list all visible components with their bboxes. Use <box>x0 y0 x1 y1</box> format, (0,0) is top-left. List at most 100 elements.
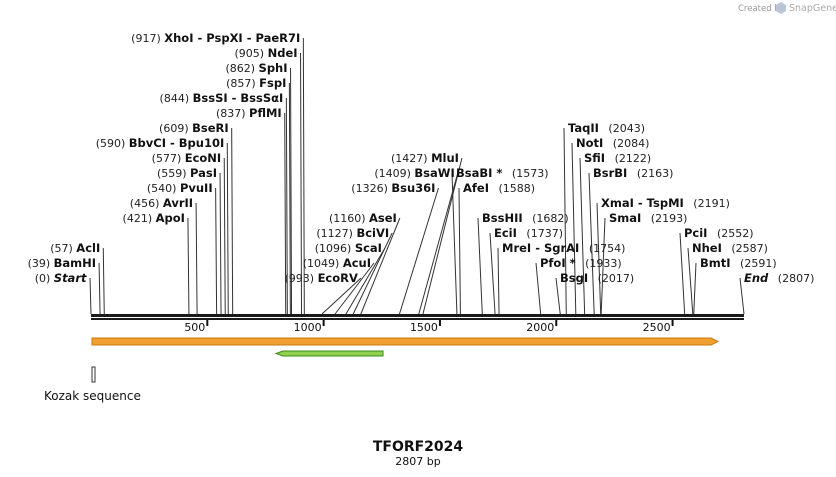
site-name: BmtI <box>700 256 731 270</box>
site-position: (2807) <box>774 272 814 285</box>
site-bsshii[interactable]: BssHII (1682) <box>482 211 569 225</box>
site-connector <box>215 187 218 315</box>
site-name: BssSI - BssSαI <box>193 91 284 105</box>
site-pcii[interactable]: PciI (2552) <box>684 226 754 240</box>
site-position: (577) <box>152 152 185 165</box>
site-name: XmaI - TspMI <box>601 196 684 210</box>
site-ecorv[interactable]: (993) EcoRV <box>284 271 358 285</box>
site-smai[interactable]: SmaI (2193) <box>609 211 687 225</box>
site-name: PfoI * <box>540 256 576 270</box>
site-name: PasI <box>190 166 217 180</box>
site-name: BsrBI <box>593 166 627 180</box>
site-name: MluI <box>431 151 459 165</box>
site-acli[interactable]: (57) AclI <box>50 241 100 255</box>
site-connector <box>497 247 500 315</box>
site-connector <box>300 52 303 315</box>
kozak-feature[interactable]: Kozak sequence <box>44 366 141 403</box>
site-start[interactable]: (0) Start <box>35 271 87 285</box>
site-connector <box>226 142 229 315</box>
site-position: (1588) <box>495 182 535 195</box>
site-ndei[interactable]: (905) NdeI <box>235 46 298 60</box>
site-name: ScaI <box>355 241 382 255</box>
tick-label: 1500 <box>410 321 438 334</box>
site-xhoi[interactable]: (917) XhoI - PspXI - PaeR7I <box>131 31 300 45</box>
site-name: NdeI <box>268 46 298 60</box>
kozak-marker[interactable] <box>91 366 96 383</box>
site-name: AcuI <box>343 256 371 270</box>
site-bbvci[interactable]: (590) BbvCI - Bpu10I <box>96 136 225 150</box>
site-connector <box>600 217 606 315</box>
primer-arrow[interactable] <box>274 350 384 357</box>
site-pvuii[interactable]: (540) PvuII <box>147 181 213 195</box>
site-apoi[interactable]: (421) ApoI <box>123 211 185 225</box>
site-pfoi[interactable]: PfoI * (1933) <box>540 256 622 270</box>
svg-text:(917) XhoI - PspXI - Pa: (917) XhoI - PspXI - PaeR7I <box>131 31 300 45</box>
site-bamhi[interactable]: (39) BamHI <box>28 256 97 270</box>
site-bsabi[interactable]: BsaBI * (1573) <box>456 166 549 180</box>
site-name: AclI <box>76 241 100 255</box>
site-name: Start <box>54 271 87 285</box>
site-name: BssHII <box>482 211 523 225</box>
site-position: (540) <box>147 182 180 195</box>
orf-arrow[interactable] <box>91 337 720 346</box>
site-position: (39) <box>28 257 54 270</box>
site-mlui[interactable]: (1427) MluI <box>391 151 459 165</box>
site-connector <box>687 247 694 315</box>
primer-feature[interactable] <box>274 350 384 357</box>
site-position: (1096) <box>315 242 355 255</box>
site-name: SfiI <box>584 151 605 165</box>
svg-text:PfoI * (1933): PfoI * (1933) <box>540 256 622 270</box>
site-position: (1160) <box>329 212 369 225</box>
site-xmai[interactable]: XmaI - TspMI (2191) <box>601 196 730 210</box>
site-end[interactable]: End (2807) <box>744 271 814 285</box>
site-econi[interactable]: (577) EcoNI <box>152 151 222 165</box>
site-name: MreI - SgrAI <box>502 241 579 255</box>
site-bsrbi[interactable]: BsrBI (2163) <box>593 166 673 180</box>
site-position: (0) <box>35 272 54 285</box>
site-bmti[interactable]: BmtI (2591) <box>700 256 777 270</box>
site-position: (1049) <box>303 257 343 270</box>
site-sphi[interactable]: (862) SphI <box>225 61 287 75</box>
svg-text:(609) BseRI: (609) BseRI <box>159 121 229 135</box>
site-connector <box>195 202 198 315</box>
site-name: SmaI <box>609 211 641 225</box>
orf-feature[interactable] <box>91 337 720 346</box>
site-sfii[interactable]: SfiI (2122) <box>584 151 651 165</box>
site-connector <box>352 232 393 315</box>
svg-text:(862) SphI: (862) SphI <box>225 61 287 75</box>
site-name: EciI <box>494 226 517 240</box>
site-fspi[interactable]: (857) FspI <box>226 76 286 90</box>
site-mrei[interactable]: MreI - SgrAI (1754) <box>502 241 625 255</box>
svg-text:SmaI (2193): SmaI (2193) <box>609 211 687 225</box>
site-nhei[interactable]: NheI (2587) <box>692 241 768 255</box>
site-acui[interactable]: (1049) AcuI <box>303 256 371 270</box>
svg-text:(39) BamHI: (39) BamHI <box>28 256 97 270</box>
svg-text:(577) EcoNI: (577) EcoNI <box>152 151 222 165</box>
site-pasi[interactable]: (559) PasI <box>157 166 217 180</box>
site-bsu36i[interactable]: (1326) Bsu36I <box>351 181 435 195</box>
site-avrii[interactable]: (456) AvrII <box>130 196 193 210</box>
site-scai[interactable]: (1096) ScaI <box>315 241 382 255</box>
site-position: (1326) <box>351 182 391 195</box>
site-connector <box>285 97 288 315</box>
site-bsawi[interactable]: (1409) BsaWI <box>374 166 454 180</box>
site-asei[interactable]: (1160) AseI <box>329 211 397 225</box>
site-position: (2084) <box>609 137 649 150</box>
scale-ticks: 500 1000 1500 2000 2500 <box>184 320 674 334</box>
site-noti[interactable]: NotI (2084) <box>576 136 649 150</box>
site-lines <box>89 37 745 315</box>
site-pflmi[interactable]: (837) PflMI <box>216 106 282 120</box>
site-bsgi[interactable]: BsgI (2017) <box>560 271 634 285</box>
site-connector <box>288 82 291 315</box>
site-connector <box>284 112 287 315</box>
site-bsssi[interactable]: (844) BssSI - BssSαI <box>160 91 284 105</box>
site-ecii[interactable]: EciI (1737) <box>494 226 563 240</box>
credit-text: Created by <box>738 4 785 14</box>
tick-label: 500 <box>184 321 205 334</box>
site-bseri[interactable]: (609) BseRI <box>159 121 229 135</box>
svg-text:NotI (2084): NotI (2084) <box>576 136 649 150</box>
site-name: BseRI <box>192 121 229 135</box>
site-bcivi[interactable]: (1127) BciVI <box>316 226 389 240</box>
site-afei[interactable]: AfeI (1588) <box>463 181 535 195</box>
site-taqii[interactable]: TaqII (2043) <box>568 121 645 135</box>
